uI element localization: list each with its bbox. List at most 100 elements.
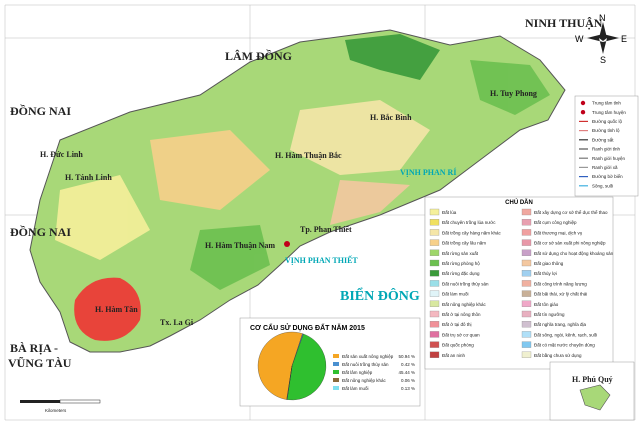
pie-title: CƠ CẤU SỬ DỤNG ĐẤT NĂM 2015 — [250, 322, 365, 332]
pie-legend-swatch — [333, 378, 339, 382]
bay: VỊNH PHAN RÍ — [400, 167, 456, 177]
legend-label: Đất nghĩa trang, nghĩa địa — [534, 322, 587, 327]
legend-label: Đất ở tại đô thị — [442, 321, 471, 327]
symbol-swatch — [580, 110, 586, 115]
symbol-label: Trung tâm huyện — [592, 110, 626, 115]
legend-swatch — [429, 208, 440, 216]
legend-label: Đất thủy lợi — [534, 270, 557, 276]
district: H. Đức Linh — [40, 150, 83, 159]
symbol-label: Đường sắt — [592, 136, 614, 142]
place: LÂM ĐỒNG — [225, 48, 292, 63]
legend-label: Đất xây dựng cơ sở thể dục thể thao — [534, 209, 608, 215]
legend-label: Đất cụm công nghiệp — [534, 220, 577, 225]
district: H. Hàm Thuận Nam — [205, 241, 275, 250]
symbol-label: Trung tâm tỉnh — [592, 100, 621, 106]
pie-value-label: 50.94 % — [398, 354, 415, 359]
compass-label: E — [621, 34, 627, 44]
symbol-label: Ranh giới tỉnh — [592, 146, 620, 152]
pie-legend-swatch — [333, 362, 339, 366]
compass-label: S — [600, 55, 606, 65]
legend-swatch — [429, 321, 440, 328]
pie-slice — [286, 365, 293, 400]
legend-label: Đất nuôi trồng thủy sản — [442, 280, 489, 286]
legend-swatch — [429, 259, 440, 267]
symbol-box — [574, 95, 639, 197]
land-patches — [55, 34, 550, 290]
district: Tx. La Gi — [160, 318, 194, 327]
bay: VỊNH PHAN THIẾT — [285, 255, 358, 265]
scale-label: Kilometers — [45, 408, 67, 413]
compass-label: N — [599, 13, 606, 23]
compass: N E S W — [575, 13, 627, 65]
legend-title: CHÚ DẪN — [505, 199, 533, 206]
legend-swatch — [521, 280, 532, 287]
pie-value-label: 0.13 % — [401, 386, 415, 391]
legend-swatch — [521, 321, 532, 328]
legend-swatch — [521, 259, 532, 267]
legend-swatch — [429, 249, 440, 256]
legend-box — [424, 196, 614, 370]
pie-slice — [257, 331, 303, 400]
pie-legend-swatch — [333, 354, 339, 358]
district: H. Phú Quý — [572, 375, 613, 384]
legend-swatch — [429, 300, 440, 307]
symbol-label: Sông, suối — [592, 183, 613, 188]
legend-label: Đất tín ngưỡng — [534, 312, 565, 317]
legend-swatch — [429, 351, 440, 358]
place: BIỂN ĐÔNG — [340, 286, 420, 304]
legend-label: Đất bãi thải, xử lý chất thải — [534, 291, 587, 297]
pie-legend-label: Đất lâm nghiệp — [342, 370, 373, 375]
legend-swatch — [429, 280, 440, 287]
pie-value-label: 45.44 % — [398, 370, 415, 375]
legend-label: Đất sông, ngòi, kênh, rạch, suối — [534, 332, 597, 337]
legend-label: Đất rừng đặc dụng — [442, 271, 480, 276]
legend-label: Đất công trình năng lượng — [534, 281, 587, 286]
legend-label: Đất chuyên trồng lúa nước — [442, 220, 496, 225]
capital — [284, 241, 290, 247]
legend-swatch — [429, 290, 440, 297]
pie-legend-label: Đất nông nghiệp khác — [342, 378, 387, 383]
legend-label: Đất rừng sản xuất — [442, 251, 479, 256]
phu-quy-island — [579, 384, 611, 411]
legend-swatch — [429, 331, 440, 338]
legend-swatch — [429, 239, 440, 246]
legend-label: Đất rừng phòng hộ — [442, 261, 480, 266]
legend-label: Đất giao thông — [534, 261, 564, 266]
pie-value-label: 0.42 % — [401, 362, 415, 367]
legend-label: Đất quốc phòng — [442, 343, 474, 348]
place: ĐỒNG NAI — [10, 224, 71, 239]
legend-label: Đất cơ sở sản xuất phi nông nghiệp — [534, 240, 606, 246]
district: H. Hàm Thuận Bắc — [275, 151, 342, 160]
legend-label: Đất làm muối — [442, 292, 469, 297]
legend-swatch — [521, 229, 532, 236]
pie-value-label: 0.06 % — [401, 378, 415, 383]
legend-label: Đất trồng cây lâu năm — [442, 241, 486, 246]
pie-legend-swatch — [333, 386, 339, 390]
legend-swatch — [429, 229, 440, 236]
place: VŨNG TÀU — [8, 356, 72, 370]
pie-slice — [286, 333, 327, 401]
place: ĐỒNG NAI — [10, 103, 71, 118]
legend-swatch — [521, 290, 532, 297]
symbol-label: Đường bờ biển — [592, 173, 623, 179]
legend-label: Đất lúa — [442, 210, 457, 215]
legend-swatch — [521, 341, 532, 348]
legend-label: Đất trụ sở cơ quan — [442, 331, 480, 337]
scale-bar: Kilometers — [20, 399, 101, 413]
legend-label: Đất bằng chưa sử dụng — [534, 352, 582, 358]
legend-swatch — [521, 249, 532, 256]
pie-legend-label: Đất nuôi trồng thủy sản — [342, 361, 389, 367]
legend-label: Đất an ninh — [442, 353, 466, 358]
legend-label: Đất trồng cây hàng năm khác — [442, 230, 502, 235]
symbol-swatch — [580, 100, 586, 106]
legend-label: Đất sử dụng cho hoạt động khoáng sản — [534, 250, 614, 256]
legend-swatch — [429, 341, 440, 348]
place: BÀ RỊA - — [10, 341, 58, 355]
legend-swatch — [429, 219, 440, 226]
legend-swatch — [521, 208, 532, 216]
legend-swatch — [521, 239, 532, 246]
legend-swatch — [521, 331, 532, 338]
legend-swatch — [429, 310, 440, 318]
pie-legend-label: Đất làm muối — [342, 386, 369, 391]
